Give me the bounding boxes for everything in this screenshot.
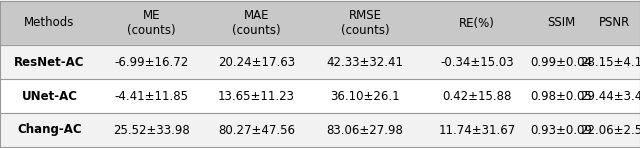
Text: 11.74±31.67: 11.74±31.67	[438, 123, 516, 136]
Text: PSNR: PSNR	[599, 16, 630, 29]
Bar	[0, 113, 640, 147]
Text: 0.42±15.88: 0.42±15.88	[442, 90, 512, 103]
Text: 83.06±27.98: 83.06±27.98	[326, 123, 403, 136]
Text: 36.10±26.1: 36.10±26.1	[330, 90, 400, 103]
Text: RE(%): RE(%)	[459, 16, 495, 29]
Text: -6.99±16.72: -6.99±16.72	[115, 56, 189, 69]
Text: MAE
(counts): MAE (counts)	[232, 9, 281, 37]
Text: RMSE
(counts): RMSE (counts)	[340, 9, 389, 37]
Text: 0.93±0.09: 0.93±0.09	[530, 123, 592, 136]
Bar	[0, 45, 640, 79]
Text: Methods: Methods	[24, 16, 75, 29]
Text: SSIM: SSIM	[547, 16, 575, 29]
Text: ME
(counts): ME (counts)	[127, 9, 176, 37]
Text: 0.99±0.04: 0.99±0.04	[530, 56, 592, 69]
Text: 20.24±17.63: 20.24±17.63	[218, 56, 295, 69]
Text: 29.44±3.45: 29.44±3.45	[580, 90, 640, 103]
Bar	[0, 79, 640, 113]
Text: 28.15±4.17: 28.15±4.17	[580, 56, 640, 69]
Text: 13.65±11.23: 13.65±11.23	[218, 90, 295, 103]
Text: 42.33±32.41: 42.33±32.41	[326, 56, 403, 69]
Text: 0.98±0.05: 0.98±0.05	[530, 90, 592, 103]
Text: -4.41±11.85: -4.41±11.85	[115, 90, 189, 103]
Text: 25.52±33.98: 25.52±33.98	[113, 123, 190, 136]
Text: 22.06±2.50: 22.06±2.50	[580, 123, 640, 136]
Text: 80.27±47.56: 80.27±47.56	[218, 123, 295, 136]
Text: Chang-AC: Chang-AC	[17, 123, 82, 136]
Text: UNet-AC: UNet-AC	[22, 90, 77, 103]
Text: ResNet-AC: ResNet-AC	[14, 56, 84, 69]
Bar	[0, 1, 640, 45]
Text: -0.34±15.03: -0.34±15.03	[440, 56, 514, 69]
